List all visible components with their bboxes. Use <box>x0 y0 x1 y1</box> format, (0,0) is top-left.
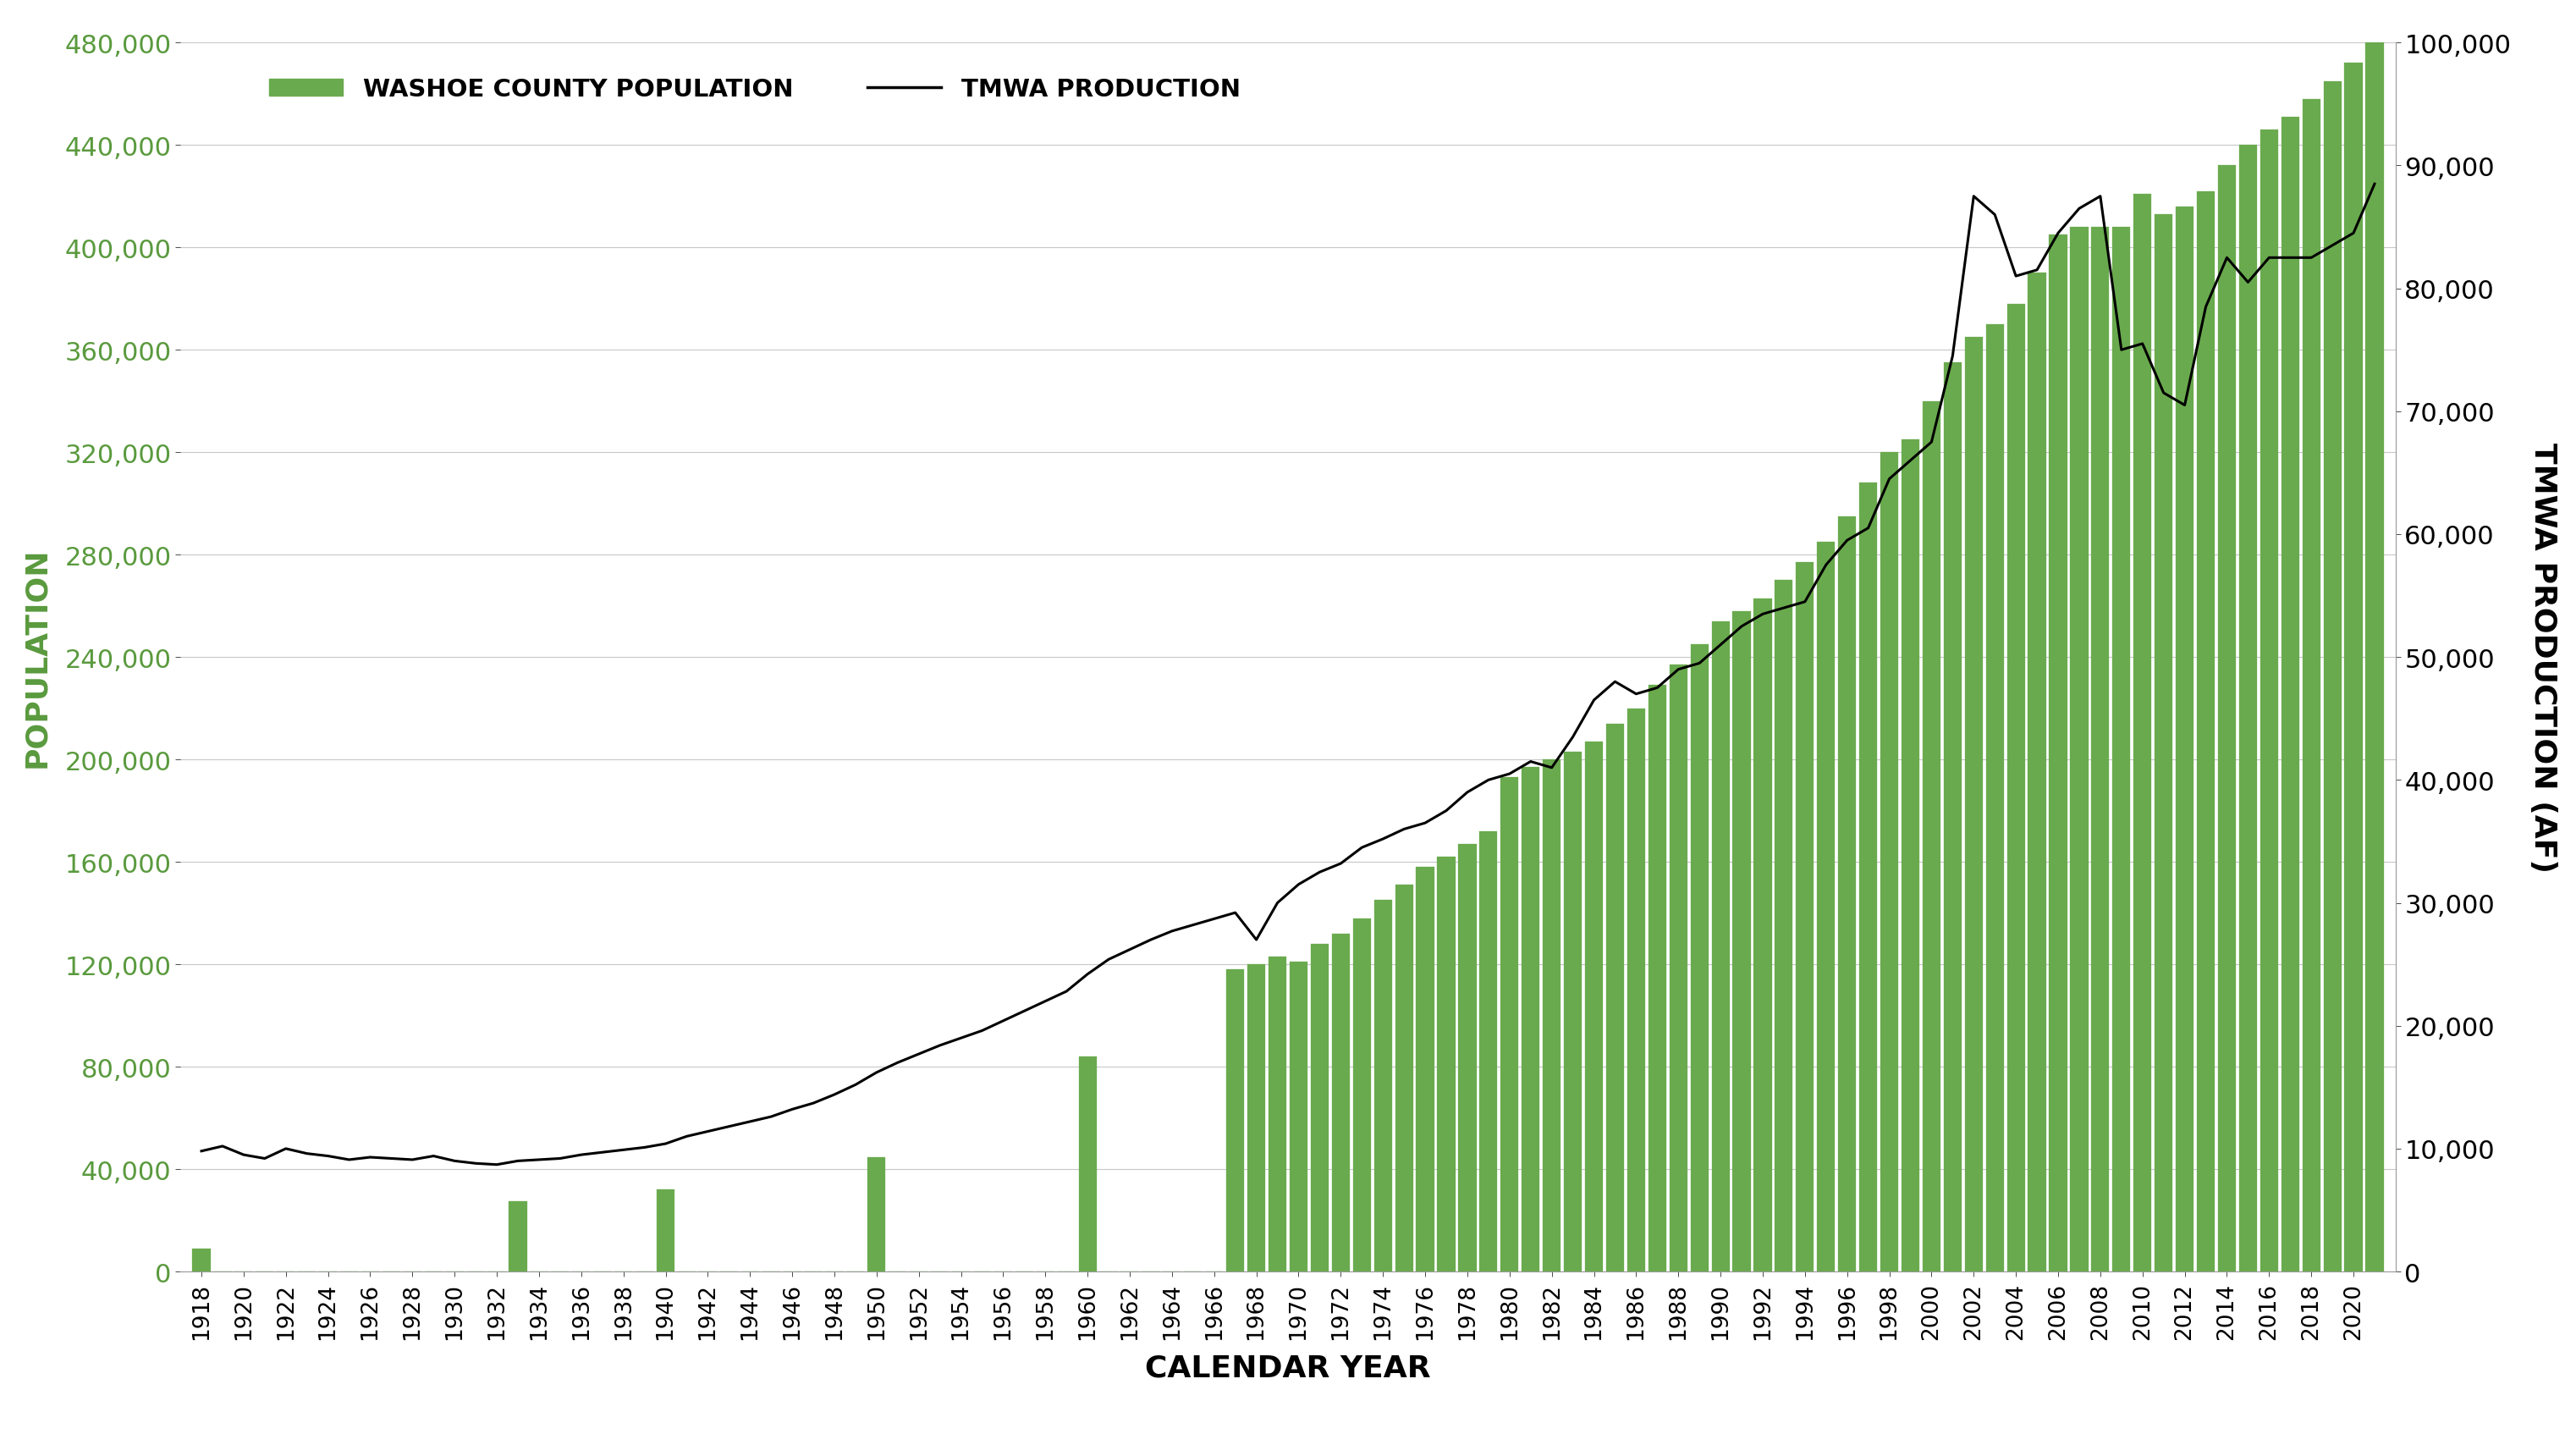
Bar <box>657 1189 675 1272</box>
Bar <box>1605 724 1623 1272</box>
Bar <box>2218 166 2236 1272</box>
Bar <box>2259 130 2277 1272</box>
Bar <box>1669 665 1687 1272</box>
Bar <box>2197 192 2215 1272</box>
Bar <box>868 1157 886 1272</box>
Y-axis label: TMWA PRODUCTION (AF): TMWA PRODUCTION (AF) <box>2530 442 2558 873</box>
Bar <box>1396 886 1414 1272</box>
Bar <box>1734 611 1752 1272</box>
Bar <box>2282 117 2300 1272</box>
Bar <box>2239 146 2257 1272</box>
X-axis label: CALENDAR YEAR: CALENDAR YEAR <box>1146 1353 1430 1381</box>
Bar <box>2154 215 2172 1272</box>
Bar <box>1584 741 1602 1272</box>
Bar <box>1965 338 1984 1272</box>
Bar <box>1710 621 1728 1272</box>
Bar <box>2324 82 2342 1272</box>
Bar <box>1247 965 1265 1272</box>
Bar <box>2177 207 2195 1272</box>
Bar <box>1543 760 1561 1272</box>
Bar <box>510 1201 528 1272</box>
Bar <box>1922 402 1940 1272</box>
Bar <box>1479 831 1497 1272</box>
Bar <box>2303 100 2321 1272</box>
Bar <box>1417 867 1435 1272</box>
Bar <box>2048 236 2066 1272</box>
Bar <box>1649 685 1667 1272</box>
Y-axis label: POPULATION: POPULATION <box>21 548 52 767</box>
Bar <box>1458 844 1476 1272</box>
Bar <box>1690 644 1708 1272</box>
Bar <box>1332 933 1350 1272</box>
Bar <box>1311 944 1329 1272</box>
Bar <box>2133 194 2151 1272</box>
Bar <box>1373 900 1391 1272</box>
Bar <box>1267 957 1285 1272</box>
Bar <box>1628 708 1646 1272</box>
Bar <box>193 1248 211 1272</box>
Bar <box>1754 598 1772 1272</box>
Bar <box>1839 517 1857 1272</box>
Bar <box>2007 305 2025 1272</box>
Bar <box>1079 1056 1097 1272</box>
Bar <box>2027 273 2045 1272</box>
Bar <box>1945 363 1960 1272</box>
Bar <box>1775 581 1793 1272</box>
Bar <box>1795 562 1814 1272</box>
Bar <box>1860 484 1878 1272</box>
Bar <box>1437 857 1455 1272</box>
Bar <box>1564 753 1582 1272</box>
Bar <box>2344 64 2362 1272</box>
Bar <box>1986 325 2004 1272</box>
Bar <box>2365 43 2383 1272</box>
Legend: WASHOE COUNTY POPULATION, TMWA PRODUCTION: WASHOE COUNTY POPULATION, TMWA PRODUCTIO… <box>260 68 1249 111</box>
Bar <box>1352 919 1370 1272</box>
Bar <box>2071 227 2089 1272</box>
Bar <box>1816 542 1834 1272</box>
Bar <box>1901 439 1919 1272</box>
Bar <box>1880 452 1899 1272</box>
Bar <box>1291 962 1309 1272</box>
Bar <box>1522 767 1540 1272</box>
Bar <box>2092 227 2110 1272</box>
Bar <box>2112 227 2130 1272</box>
Bar <box>1502 777 1517 1272</box>
Bar <box>1226 970 1244 1272</box>
